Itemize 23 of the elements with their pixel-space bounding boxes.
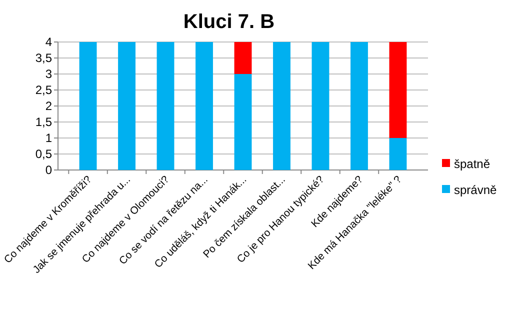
bar: [234, 42, 252, 74]
bar: [156, 42, 174, 170]
y-tick-label: 3,5: [35, 51, 52, 66]
chart-title: Kluci 7. B: [183, 11, 275, 33]
y-tick-label: 0,5: [35, 147, 52, 162]
bar: [79, 42, 97, 170]
bar: [118, 42, 136, 170]
bar: [234, 74, 252, 170]
bar: [196, 42, 213, 170]
y-tick-label: 4: [45, 35, 52, 50]
legend-label: špatně: [454, 157, 490, 172]
y-tick-label: 2,5: [35, 83, 52, 98]
bar: [389, 138, 407, 170]
y-tick-label: 1: [45, 131, 52, 146]
y-tick-label: 2: [45, 99, 52, 114]
legend-label: správně: [454, 183, 498, 198]
y-tick-label: 1,5: [35, 115, 52, 130]
y-tick-label: 0: [45, 163, 52, 178]
y-tick-label: 3: [45, 67, 52, 82]
bar: [312, 42, 330, 170]
bar: [389, 42, 407, 138]
bar: [273, 42, 290, 170]
bar: [350, 42, 368, 170]
